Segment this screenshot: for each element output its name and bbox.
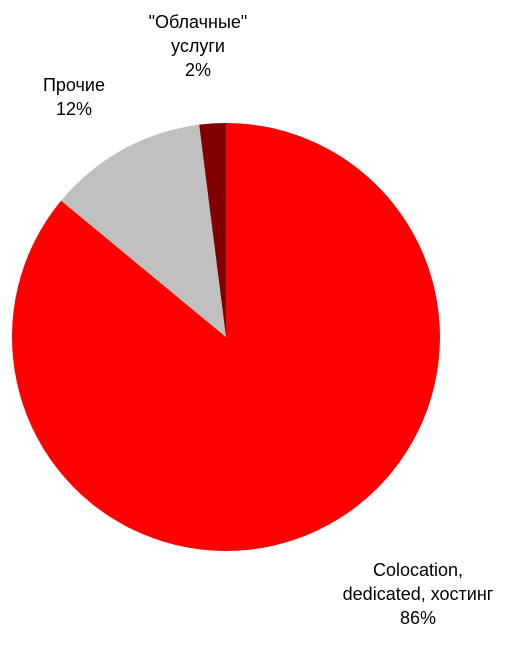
category-label: Colocation, dedicated, хостинг xyxy=(342,560,494,604)
value-label: 2% xyxy=(184,60,211,80)
value-label: 12% xyxy=(55,99,93,119)
value-label: 86% xyxy=(399,608,437,628)
category-label: Прочие xyxy=(42,75,105,95)
slice-label: Colocation, dedicated, хостинг 86% xyxy=(318,558,518,630)
category-label: "Облачные" услуги xyxy=(148,12,248,56)
slice-label: Прочие 12% xyxy=(0,73,174,121)
pie-slice xyxy=(199,123,226,337)
slice-label: "Облачные" услуги 2% xyxy=(98,10,298,82)
pie-slice xyxy=(61,124,226,337)
pie-slice xyxy=(11,123,440,551)
